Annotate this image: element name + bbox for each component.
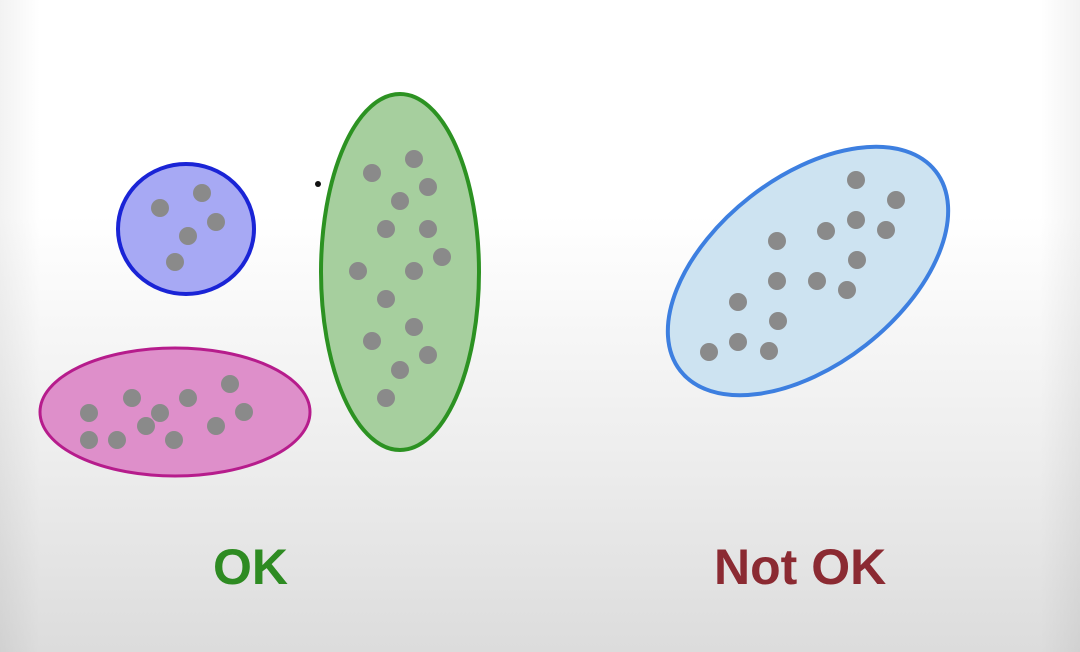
cluster-point	[108, 431, 126, 449]
cluster-point	[221, 375, 239, 393]
cluster-point	[847, 171, 865, 189]
cluster-point	[817, 222, 835, 240]
lightblue-cluster-outline	[665, 144, 951, 398]
cluster-point	[207, 417, 225, 435]
cluster-point	[808, 272, 826, 290]
cluster-point	[179, 389, 197, 407]
cluster-point	[207, 213, 225, 231]
cluster-point	[391, 361, 409, 379]
cluster-point	[80, 431, 98, 449]
cluster-point	[137, 417, 155, 435]
cluster-point	[768, 272, 786, 290]
green-cluster-outline	[319, 92, 481, 452]
cluster-point	[349, 262, 367, 280]
cluster-point	[405, 262, 423, 280]
cluster-point	[123, 389, 141, 407]
cluster-point	[165, 431, 183, 449]
cluster-point	[769, 312, 787, 330]
not-ok-label: Not OK	[714, 539, 887, 595]
magenta-cluster	[38, 346, 312, 478]
cluster-point	[419, 178, 437, 196]
cluster-point	[377, 389, 395, 407]
cluster-point	[847, 211, 865, 229]
blue-cluster	[116, 162, 256, 296]
cluster-point	[419, 220, 437, 238]
cluster-point	[151, 404, 169, 422]
cluster-point	[377, 220, 395, 238]
cluster-point	[768, 232, 786, 250]
cluster-point	[151, 199, 169, 217]
cluster-point	[848, 251, 866, 269]
cluster-point	[377, 290, 395, 308]
cluster-point	[433, 248, 451, 266]
cluster-point	[166, 253, 184, 271]
cluster-point	[193, 184, 211, 202]
green-cluster	[319, 92, 481, 452]
cluster-point	[405, 150, 423, 168]
cluster-point	[877, 221, 895, 239]
cluster-point	[363, 164, 381, 182]
cluster-point	[729, 333, 747, 351]
cluster-point	[729, 293, 747, 311]
cluster-point	[179, 227, 197, 245]
cluster-point	[235, 403, 253, 421]
stray-dot	[315, 181, 321, 187]
magenta-cluster-outline	[38, 346, 312, 478]
cluster-point	[363, 332, 381, 350]
cluster-point	[391, 192, 409, 210]
lightblue-cluster	[665, 144, 951, 398]
cluster-point	[405, 318, 423, 336]
cluster-point	[760, 342, 778, 360]
cluster-point	[887, 191, 905, 209]
cluster-point	[419, 346, 437, 364]
cluster-point	[700, 343, 718, 361]
ok-label: OK	[213, 539, 288, 595]
cluster-point	[80, 404, 98, 422]
cluster-point	[838, 281, 856, 299]
